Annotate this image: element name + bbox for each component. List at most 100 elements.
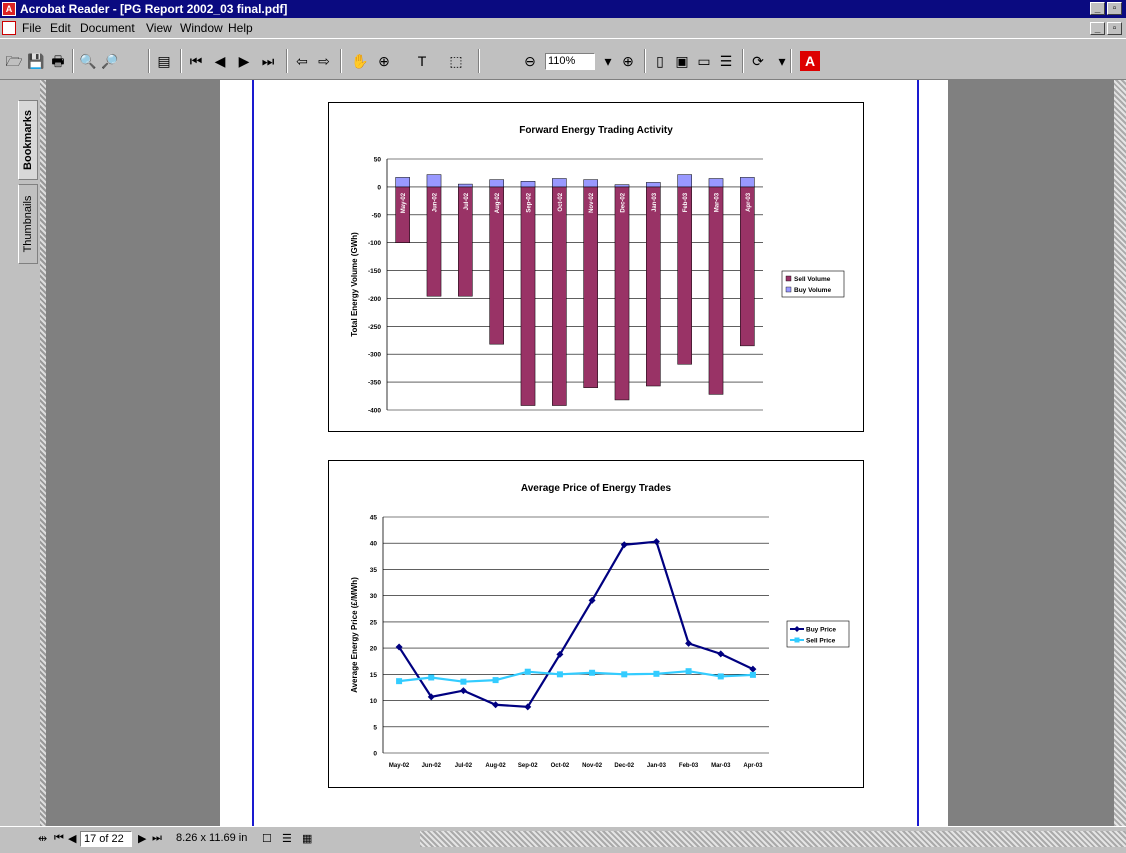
doc-restore-button[interactable]: ▫ bbox=[1107, 22, 1122, 35]
menu-edit[interactable]: Edit bbox=[50, 21, 71, 35]
x-tick-label: Feb-03 bbox=[679, 763, 699, 769]
menu-file[interactable]: File bbox=[22, 21, 42, 35]
single-page-icon[interactable]: ☐ bbox=[262, 833, 272, 845]
y-tick-label: 25 bbox=[370, 619, 378, 626]
last-page-icon[interactable]: ⏭ bbox=[261, 53, 275, 69]
document-viewport[interactable]: Forward Energy Trading Activity 50 0 -50 -10… bbox=[46, 80, 1114, 826]
volume-chart: Forward Energy Trading Activity 50 0 -50 -10… bbox=[350, 125, 845, 415]
show-navigation-pane-icon[interactable]: ▤ bbox=[157, 53, 171, 69]
zoom-in-tool-icon[interactable]: ⊕ bbox=[378, 53, 390, 69]
y-tick-label: -200 bbox=[368, 296, 381, 303]
buy-volume-bar bbox=[740, 177, 755, 188]
first-page-icon[interactable]: ⏮ bbox=[189, 53, 203, 69]
menu-bar: File Edit Document View Window Help _ ▫ bbox=[0, 18, 1126, 38]
status-first-page-icon[interactable]: ⏮ bbox=[54, 832, 64, 844]
legend-box bbox=[786, 620, 850, 648]
fit-page-icon[interactable]: ▣ bbox=[675, 53, 689, 69]
doc-minimize-button[interactable]: _ bbox=[1090, 22, 1105, 35]
continuous-facing-icon[interactable]: ▦ bbox=[302, 833, 313, 845]
y-tick-label: 0 bbox=[373, 751, 377, 758]
sell-price-point bbox=[556, 671, 563, 678]
pane-splitter[interactable] bbox=[40, 80, 46, 826]
acrobat-app-icon[interactable]: A bbox=[2, 2, 16, 16]
rotate-view-icon[interactable]: ⟳ bbox=[752, 53, 764, 69]
document-icon[interactable] bbox=[2, 21, 16, 35]
graphics-select-tool-icon[interactable]: ⬚ bbox=[449, 53, 463, 69]
legend-swatch bbox=[785, 275, 792, 282]
y-tick-label: -300 bbox=[368, 352, 381, 359]
right-margin-line bbox=[917, 80, 919, 826]
buy-price-point bbox=[395, 643, 403, 651]
buy-volume-bar bbox=[614, 184, 630, 188]
status-previous-page-icon[interactable]: ◀ bbox=[68, 833, 77, 845]
buy-volume-bar bbox=[583, 179, 598, 188]
actual-size-icon[interactable]: ▯ bbox=[656, 53, 664, 69]
title-bar: A Acrobat Reader - [PG Report 2002_03 fi… bbox=[0, 0, 1126, 18]
zoom-level-input[interactable]: 110% bbox=[545, 53, 595, 70]
toggle-pane-icon[interactable]: ⇹ bbox=[38, 833, 48, 845]
buy-volume-bar bbox=[458, 183, 473, 188]
legend-label: Sell Volume bbox=[794, 276, 831, 283]
x-tick-label: Feb-03 bbox=[683, 192, 689, 212]
sell-volume-bar bbox=[520, 186, 536, 406]
y-tick-label: 45 bbox=[370, 515, 378, 522]
sell-price-point bbox=[685, 668, 692, 675]
open-icon[interactable]: 🗁 bbox=[5, 53, 23, 69]
minimize-button[interactable]: _ bbox=[1090, 2, 1105, 15]
zoom-dropdown-icon[interactable]: ▾ bbox=[604, 53, 612, 69]
continuous-icon[interactable]: ☰ bbox=[282, 833, 292, 845]
sell-price-point bbox=[589, 669, 596, 676]
rotate-dropdown-icon[interactable]: ▾ bbox=[778, 53, 786, 69]
legend-label: Buy Price bbox=[806, 627, 836, 634]
buy-volume-bar bbox=[677, 174, 692, 188]
status-next-page-icon[interactable]: ▶ bbox=[138, 833, 147, 845]
buy-volume-bar bbox=[520, 181, 536, 188]
save-icon[interactable]: 💾 bbox=[27, 53, 45, 69]
toolbar: 🗁 💾 🖶 🔍 🔎 ▤ ⏮ ◀ ▶ ⏭ ⇦ ⇨ ✋ ⊕ T ⬚ ⊖ 110% ▾… bbox=[0, 38, 1126, 80]
x-tick-label: Aug-02 bbox=[495, 192, 501, 213]
zoom-in-icon[interactable]: ⊕ bbox=[622, 53, 634, 69]
zoom-out-icon[interactable]: ⊖ bbox=[524, 53, 536, 69]
buy-price-point bbox=[685, 639, 693, 647]
find-icon[interactable]: 🔍 bbox=[79, 53, 97, 69]
sell-price-point bbox=[524, 668, 531, 675]
page-size: 8.26 x 11.69 in bbox=[176, 832, 248, 844]
x-tick-label: Sep-02 bbox=[518, 763, 538, 769]
next-page-icon[interactable]: ▶ bbox=[238, 53, 250, 69]
print-icon[interactable]: 🖶 bbox=[51, 53, 65, 69]
reflow-icon[interactable]: ☰ bbox=[719, 53, 733, 69]
page-number-field[interactable]: 17 of 22 bbox=[80, 831, 132, 847]
tab-thumbnails[interactable]: Thumbnails bbox=[18, 184, 38, 264]
y-tick-label: -400 bbox=[368, 408, 381, 415]
buy-price-point bbox=[652, 538, 660, 546]
x-tick-label: Jun-02 bbox=[433, 192, 439, 212]
menu-window[interactable]: Window bbox=[180, 21, 223, 35]
menu-view[interactable]: View bbox=[146, 21, 172, 35]
fit-width-icon[interactable]: ▭ bbox=[697, 53, 711, 69]
buy-volume-bar bbox=[395, 177, 410, 188]
x-tick-label: Apr-03 bbox=[746, 192, 752, 212]
text-select-tool-icon[interactable]: T bbox=[417, 53, 427, 69]
go-back-icon[interactable]: ⇦ bbox=[296, 53, 308, 69]
hand-tool-icon[interactable]: ✋ bbox=[351, 53, 369, 69]
sell-volume-bar bbox=[708, 186, 724, 395]
menu-document[interactable]: Document bbox=[80, 21, 135, 35]
buy-price-point bbox=[620, 541, 628, 549]
tab-bookmarks[interactable]: Bookmarks bbox=[18, 100, 38, 180]
x-tick-label: Jan-03 bbox=[652, 192, 658, 212]
go-forward-icon[interactable]: ⇨ bbox=[318, 53, 330, 69]
sell-price-point bbox=[396, 678, 403, 685]
x-tick-label: Oct-02 bbox=[551, 763, 570, 769]
restore-button[interactable]: ▫ bbox=[1107, 2, 1122, 15]
menu-help[interactable]: Help bbox=[228, 21, 253, 35]
adobe-logo-icon[interactable]: A bbox=[800, 51, 820, 71]
status-last-page-icon[interactable]: ⏭ bbox=[152, 832, 162, 844]
buy-price-line bbox=[398, 540, 754, 708]
horizontal-scrollbar[interactable] bbox=[420, 831, 1126, 847]
search-icon[interactable]: 🔎 bbox=[101, 53, 119, 69]
vertical-scrollbar[interactable] bbox=[1114, 80, 1126, 826]
x-tick-label: Mar-03 bbox=[715, 192, 721, 212]
previous-page-icon[interactable]: ◀ bbox=[214, 53, 226, 69]
x-tick-label: May-02 bbox=[389, 763, 410, 769]
status-bar: ⇹ ⏮ ◀ 17 of 22 ▶ ⏭ 8.26 x 11.69 in ☐ ☰ ▦ bbox=[0, 826, 1126, 853]
